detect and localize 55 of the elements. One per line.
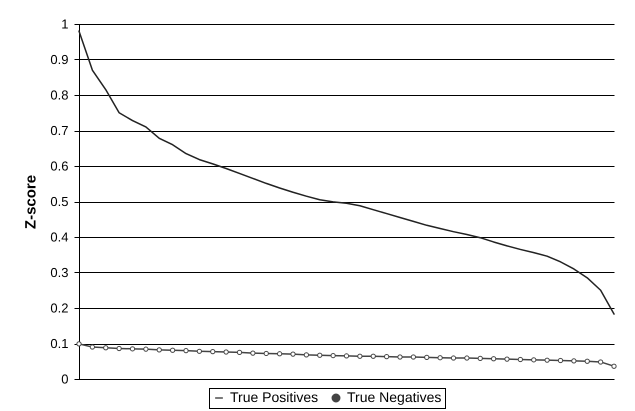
legend-label: True Positives <box>230 389 318 405</box>
point <box>317 352 322 358</box>
point <box>397 354 403 360</box>
y-tick-label: 0.5 <box>50 194 68 209</box>
point <box>130 346 136 352</box>
y-tick-label: 0.8 <box>50 88 68 102</box>
point <box>196 348 202 354</box>
point <box>250 350 256 356</box>
point <box>290 352 296 357</box>
point <box>518 356 523 362</box>
point <box>558 358 564 364</box>
y-tick-label: 0.6 <box>50 158 68 174</box>
point <box>544 358 550 363</box>
point <box>504 356 510 362</box>
point <box>264 350 269 356</box>
point <box>478 356 483 362</box>
y-tick-label: 0.3 <box>50 265 68 280</box>
point <box>156 347 162 353</box>
point <box>424 354 430 360</box>
point <box>103 345 108 350</box>
y-tick-label: 0.1 <box>50 336 68 351</box>
point <box>143 346 148 352</box>
point <box>277 351 282 356</box>
point <box>183 348 189 354</box>
point <box>598 359 604 365</box>
point <box>370 354 376 359</box>
y-tick-label: 1 <box>61 16 68 32</box>
point <box>236 350 242 355</box>
point <box>90 344 95 350</box>
point <box>611 364 617 369</box>
point <box>584 358 590 364</box>
y-tick-label: 0.7 <box>50 123 68 138</box>
point <box>464 355 470 361</box>
y-tick-label: 0.2 <box>50 300 68 316</box>
point <box>170 348 176 353</box>
y-tick-label: 0.9 <box>50 52 68 67</box>
point <box>210 349 216 354</box>
y-tick-label: 0.4 <box>50 230 68 244</box>
y-axis-title: Z-score <box>22 174 40 230</box>
point <box>384 354 390 360</box>
point <box>410 354 416 360</box>
point <box>344 353 350 359</box>
point <box>571 358 576 364</box>
point <box>531 357 536 362</box>
point <box>330 352 336 358</box>
point <box>224 349 229 355</box>
point <box>116 346 122 352</box>
point <box>304 352 309 358</box>
point <box>357 354 362 359</box>
point <box>450 355 456 361</box>
legend-label: True Negatives <box>347 389 442 405</box>
point <box>438 355 443 360</box>
line-series <box>78 30 615 315</box>
point <box>491 356 496 362</box>
y-tick-label: 0 <box>61 372 68 386</box>
